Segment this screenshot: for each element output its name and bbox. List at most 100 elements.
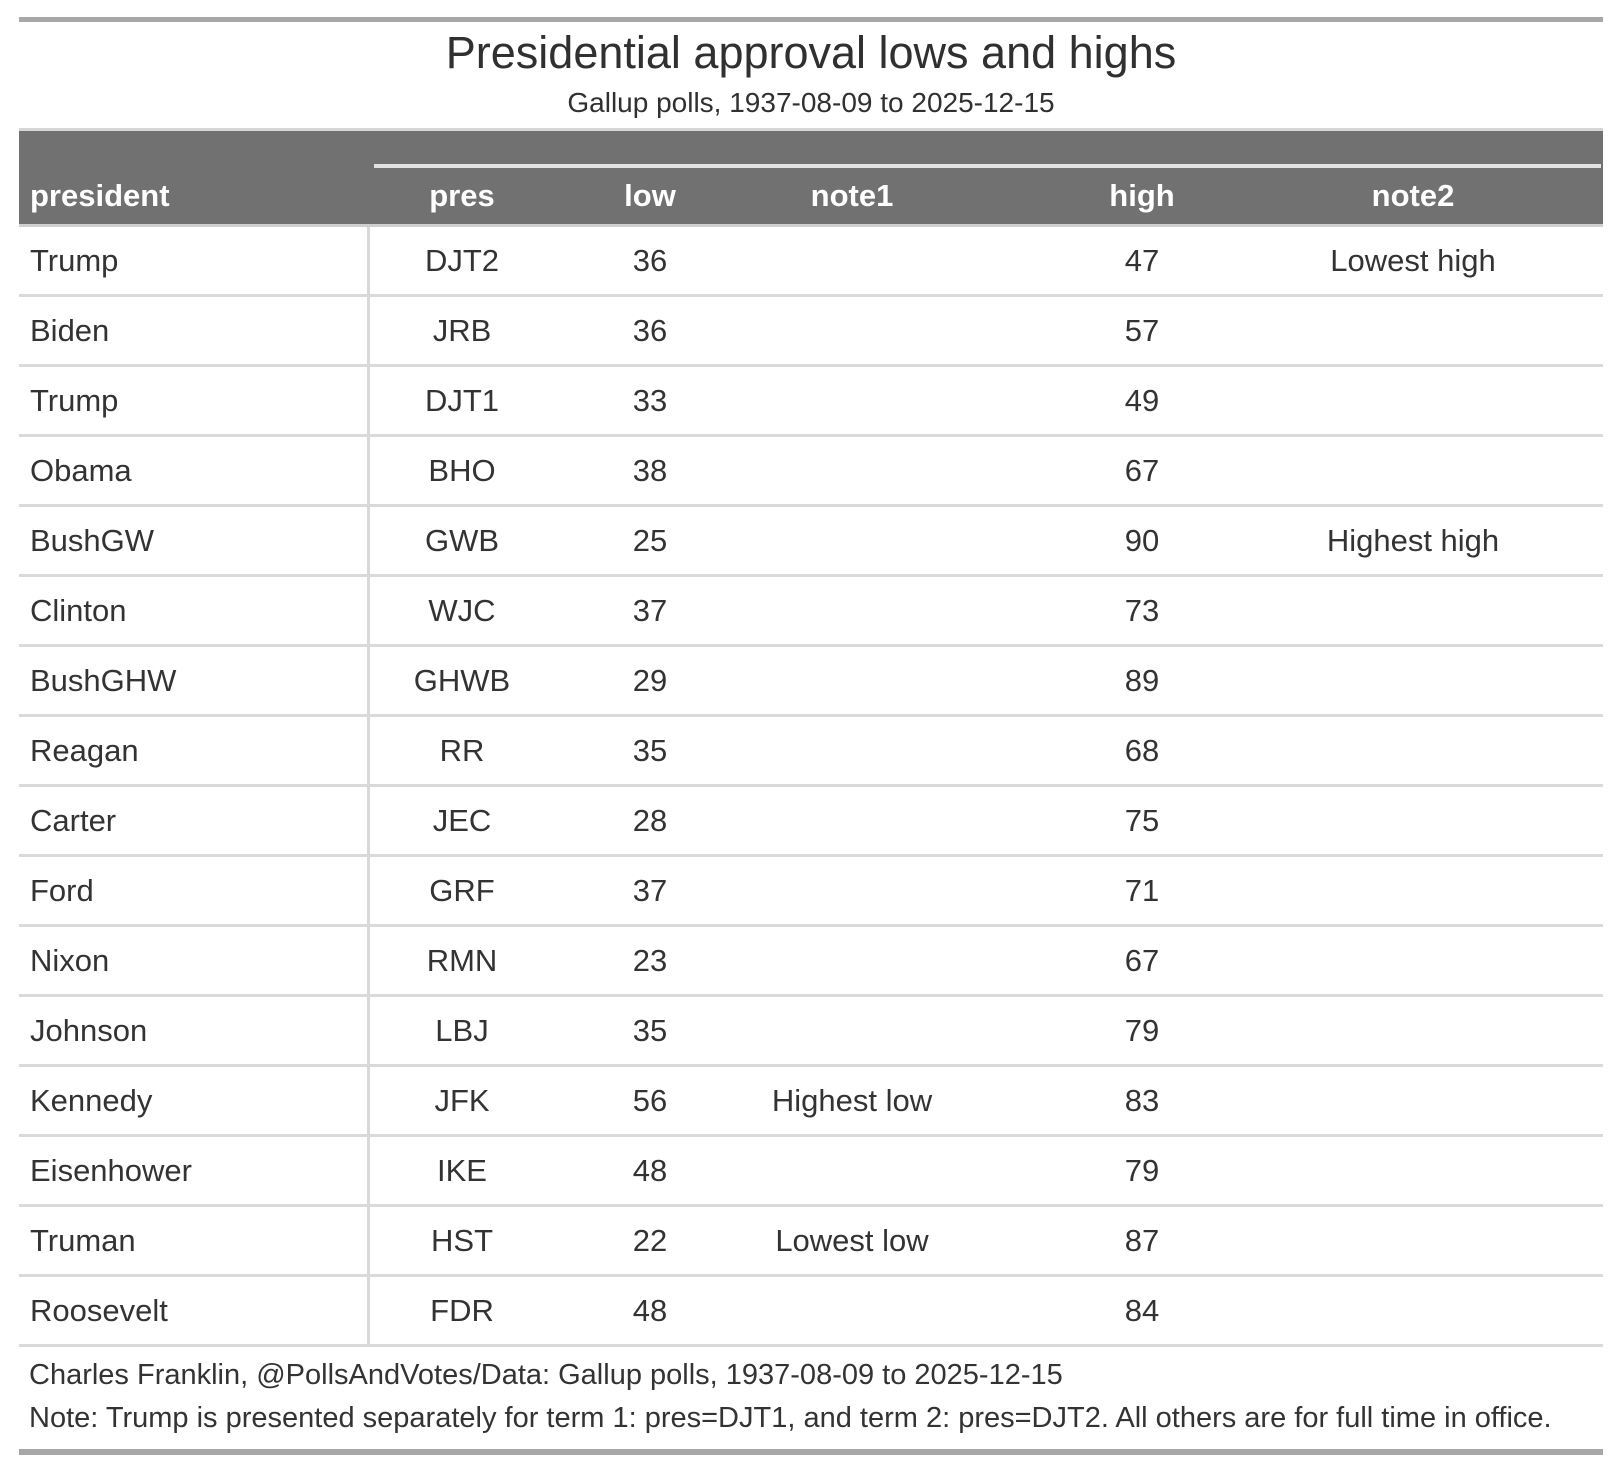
- column-header-row: president pres low note1 high note2: [19, 168, 1603, 224]
- cell-low: 36: [632, 242, 668, 278]
- cell-high: 79: [1124, 1152, 1160, 1188]
- cell-high: 68: [1124, 732, 1160, 768]
- cell-pres: JRB: [432, 312, 492, 348]
- cell-high: 90: [1124, 522, 1160, 558]
- table-row: BushGHW GHWB 29 89: [19, 647, 1603, 717]
- cell-president: Ford: [30, 872, 94, 908]
- cell-high: 49: [1124, 382, 1160, 418]
- cell-low: 28: [632, 802, 668, 838]
- header-cell-high: high: [1109, 178, 1175, 213]
- cell-pres: IKE: [437, 1152, 487, 1188]
- cell-note1: [743, 717, 961, 784]
- cell-low: 37: [632, 592, 668, 628]
- table-bottom-border: [19, 1449, 1603, 1455]
- cell-pres: GWB: [424, 522, 500, 558]
- cell-pres: RMN: [426, 942, 498, 978]
- cell-president: Trump: [30, 382, 119, 418]
- header-cell-pres: pres: [429, 178, 495, 213]
- header-cell-president: president: [30, 178, 170, 213]
- cell-high: 75: [1124, 802, 1160, 838]
- cell-high: 89: [1124, 662, 1160, 698]
- cell-note2: [1323, 927, 1603, 994]
- table-row: Johnson LBJ 35 79: [19, 997, 1603, 1067]
- cell-note1: [743, 437, 961, 504]
- cell-low: 56: [632, 1082, 668, 1118]
- cell-low: 48: [632, 1292, 668, 1328]
- cell-high: 73: [1124, 592, 1160, 628]
- cell-note1: [743, 927, 961, 994]
- cell-president: BushGW: [30, 522, 155, 558]
- table-row: Trump DJT1 33 49: [19, 367, 1603, 437]
- cell-high: 57: [1124, 312, 1160, 348]
- cell-note1: [743, 367, 961, 434]
- cell-note2: [1323, 857, 1603, 924]
- cell-pres: BHO: [428, 452, 496, 488]
- table-row: Roosevelt FDR 48 84: [19, 1277, 1603, 1347]
- header-cell-note2: note2: [1371, 178, 1455, 213]
- table-title: Presidential approval lows and highs: [445, 27, 1177, 78]
- cell-low: 23: [632, 942, 668, 978]
- cell-note2: [1323, 717, 1603, 784]
- cell-note1: [743, 997, 961, 1064]
- table-row: Clinton WJC 37 73: [19, 577, 1603, 647]
- spanner-row: [19, 131, 1603, 168]
- cell-low: 48: [632, 1152, 668, 1188]
- stub-divider: [367, 227, 370, 1347]
- cell-president: Truman: [30, 1222, 136, 1258]
- spanner-underline: [374, 164, 1601, 168]
- source-note: Charles Franklin, @PollsAndVotes/Data: G…: [29, 1359, 1063, 1391]
- cell-high: 67: [1124, 942, 1160, 978]
- cell-pres: GHWB: [413, 662, 511, 698]
- cell-president: Nixon: [30, 942, 110, 978]
- cell-high: 84: [1124, 1292, 1160, 1328]
- cell-note2: [1323, 577, 1603, 644]
- table-row: Nixon RMN 23 67: [19, 927, 1603, 997]
- cell-president: Kennedy: [30, 1082, 153, 1118]
- cell-low: 38: [632, 452, 668, 488]
- cell-president: Biden: [30, 312, 110, 348]
- cell-high: 67: [1124, 452, 1160, 488]
- cell-pres: FDR: [430, 1292, 494, 1328]
- footnote: Note: Trump is presented separately for …: [29, 1402, 1552, 1434]
- cell-low: 35: [632, 732, 668, 768]
- cell-note1: [743, 857, 961, 924]
- cell-note1: [743, 1277, 961, 1344]
- cell-note2: [1323, 437, 1603, 504]
- cell-president: Clinton: [30, 592, 127, 628]
- table-row: Trump DJT2 36 47 Lowest high: [19, 227, 1603, 297]
- cell-note2: Lowest high: [1330, 242, 1496, 278]
- cell-pres: GRF: [429, 872, 495, 908]
- cell-pres: LBJ: [435, 1012, 489, 1048]
- cell-low: 29: [632, 662, 668, 698]
- table-rows: Trump DJT2 36 47 Lowest high Biden JRB 36 57 Trum…: [19, 227, 1603, 1347]
- cell-high: 71: [1124, 872, 1160, 908]
- table-row: Ford GRF 37 71: [19, 857, 1603, 927]
- cell-note2: [1323, 1207, 1603, 1274]
- cell-president: Obama: [30, 452, 132, 488]
- cell-president: Reagan: [30, 732, 139, 768]
- header-cell-low: low: [624, 178, 676, 213]
- cell-note2: [1323, 997, 1603, 1064]
- cell-note2: [1323, 1067, 1603, 1134]
- cell-note2: [1323, 787, 1603, 854]
- cell-note1: [743, 227, 961, 294]
- cell-note1: [743, 1137, 961, 1204]
- table-row: Obama BHO 38 67: [19, 437, 1603, 507]
- cell-president: BushGHW: [30, 662, 177, 698]
- cell-high: 47: [1124, 242, 1160, 278]
- cell-note2: [1323, 1137, 1603, 1204]
- table-subtitle: Gallup polls, 1937-08-09 to 2025-12-15: [567, 87, 1055, 118]
- table-row: Biden JRB 36 57: [19, 297, 1603, 367]
- cell-note1: [743, 787, 961, 854]
- table-row: Eisenhower IKE 48 79: [19, 1137, 1603, 1207]
- cell-low: 25: [632, 522, 668, 558]
- cell-note2: [1323, 367, 1603, 434]
- cell-pres: JEC: [432, 802, 492, 838]
- cell-pres: JFK: [434, 1082, 490, 1118]
- cell-high: 79: [1124, 1012, 1160, 1048]
- cell-high: 83: [1124, 1082, 1160, 1118]
- cell-president: Eisenhower: [30, 1152, 192, 1188]
- cell-high: 87: [1124, 1222, 1160, 1258]
- table-row: Kennedy JFK 56 Highest low 83: [19, 1067, 1603, 1137]
- approval-table: Presidential approval lows and highs Gal…: [19, 17, 1603, 1455]
